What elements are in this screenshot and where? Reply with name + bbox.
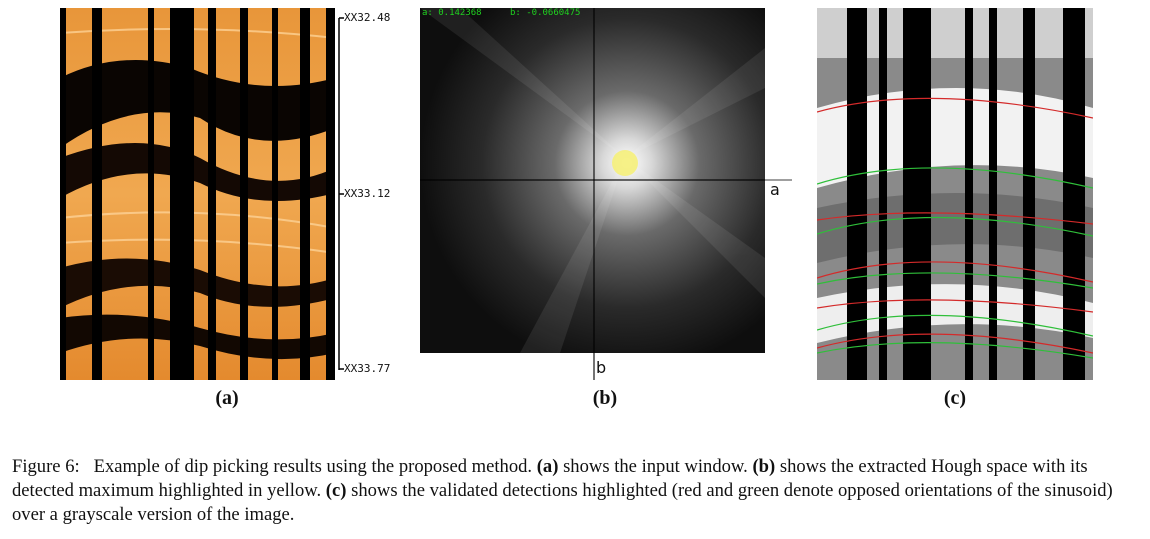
caption-b-label: (b) <box>752 456 776 477</box>
depth-tick-label: XX33.77 <box>344 362 391 375</box>
caption-a-text: shows the input window. <box>563 456 748 477</box>
depth-tick-label: XX32.48 <box>344 11 391 24</box>
figure-caption: Figure 6: Example of dip picking results… <box>12 455 1142 527</box>
caption-prefix: Figure 6: <box>12 456 80 477</box>
borehole-image-orange <box>59 8 336 380</box>
hough-readout-a: a: 0.142368 <box>422 8 482 18</box>
panel-b: a: 0.142368 b: -0.0660475 a b <box>420 8 800 380</box>
subfigure-label-b: (b) <box>592 387 618 409</box>
caption-b-text: shows the extracted Hough space with its… <box>12 456 1088 501</box>
caption-c-text: shows the validated detections highlight… <box>12 480 1113 525</box>
axis-label-b: b <box>596 358 607 377</box>
axis-label-a: a <box>770 180 780 199</box>
panel-c <box>816 8 1094 380</box>
depth-tick-label: XX33.12 <box>344 187 391 200</box>
detected-maximum-highlight <box>612 150 638 176</box>
caption-c-label: (c) <box>325 480 347 501</box>
grayscale-borehole-image <box>816 8 1094 380</box>
panel-a: XX32.48 XX33.12 XX33.77 <box>59 8 400 380</box>
caption-a-label: (a) <box>536 456 559 477</box>
depth-scale <box>338 17 344 370</box>
caption-intro: Example of dip picking results using the… <box>93 456 533 477</box>
subfigure-label-c: (c) <box>943 387 967 409</box>
subfigure-label-a: (a) <box>215 387 239 409</box>
hough-axes <box>420 8 792 380</box>
hough-readout-b: b: -0.0660475 <box>510 8 581 18</box>
